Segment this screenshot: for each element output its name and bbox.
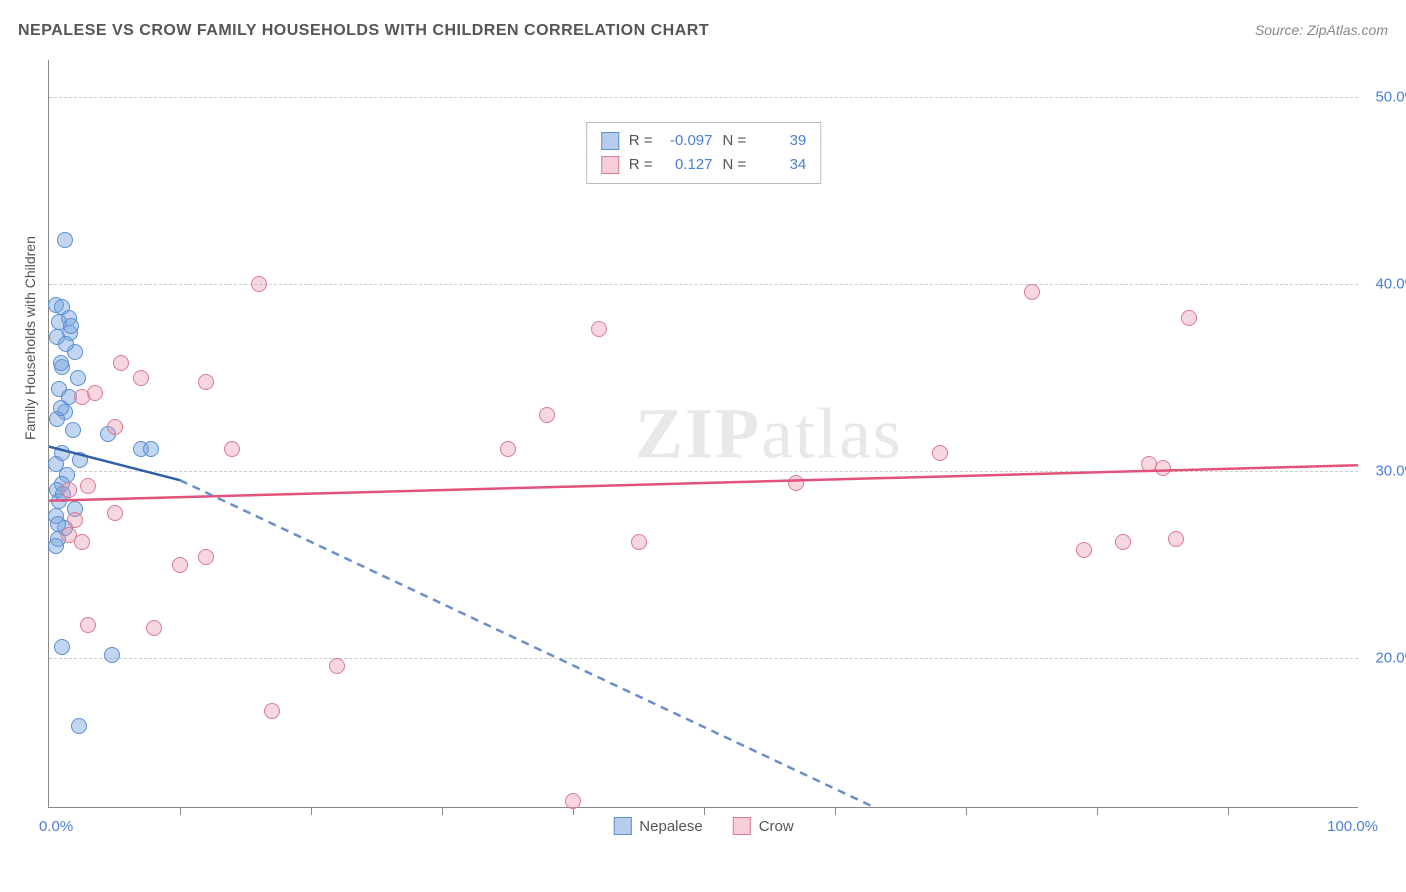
x-tick-mark <box>180 807 181 815</box>
gridline <box>49 658 1358 659</box>
crow-n-value: 34 <box>756 153 806 177</box>
crow-swatch-icon <box>733 817 751 835</box>
x-axis-min-label: 0.0% <box>39 818 73 835</box>
crow-point <box>1024 284 1040 300</box>
legend-label-crow: Crow <box>759 818 794 835</box>
crow-point <box>788 475 804 491</box>
nepalese-point <box>65 422 81 438</box>
nepalese-point <box>53 355 69 371</box>
nepalese-point <box>54 639 70 655</box>
nepalese-point <box>48 538 64 554</box>
crow-point <box>631 534 647 550</box>
crow-point <box>224 441 240 457</box>
x-tick-mark <box>966 807 967 815</box>
nepalese-point <box>57 232 73 248</box>
nepalese-point <box>53 400 69 416</box>
legend-item-nepalese: Nepalese <box>613 817 702 835</box>
stats-legend-box: R = -0.097 N = 39 R = 0.127 N = 34 <box>586 122 822 184</box>
crow-point <box>1168 531 1184 547</box>
crow-point <box>113 355 129 371</box>
gridline <box>49 97 1358 98</box>
crow-point <box>198 374 214 390</box>
crow-point <box>61 482 77 498</box>
x-tick-mark <box>835 807 836 815</box>
nepalese-point <box>72 452 88 468</box>
scatter-plot-area: ZIPatlas R = -0.097 N = 39 R = 0.127 N =… <box>48 60 1358 808</box>
watermark-suffix: atlas <box>761 393 903 473</box>
trend-line <box>180 480 874 807</box>
crow-point <box>932 445 948 461</box>
nepalese-r-value: -0.097 <box>663 129 713 153</box>
nepalese-point <box>143 441 159 457</box>
y-tick-label: 40.0% <box>1363 276 1406 293</box>
nepalese-point <box>104 647 120 663</box>
crow-point <box>107 505 123 521</box>
crow-point <box>539 407 555 423</box>
crow-point <box>1155 460 1171 476</box>
crow-point <box>74 389 90 405</box>
crow-point <box>80 478 96 494</box>
crow-point <box>500 441 516 457</box>
r-label: R = <box>629 129 653 153</box>
nepalese-n-value: 39 <box>756 129 806 153</box>
x-tick-mark <box>442 807 443 815</box>
stats-row-nepalese: R = -0.097 N = 39 <box>601 129 807 153</box>
crow-point <box>251 276 267 292</box>
chart-title: NEPALESE VS CROW FAMILY HOUSEHOLDS WITH … <box>18 22 709 39</box>
crow-point <box>133 370 149 386</box>
nepalese-swatch-icon <box>601 132 619 150</box>
series-legend: Nepalese Crow <box>593 817 813 835</box>
crow-point <box>1076 542 1092 558</box>
crow-swatch-icon <box>601 156 619 174</box>
y-tick-label: 20.0% <box>1363 650 1406 667</box>
x-tick-mark <box>311 807 312 815</box>
gridline <box>49 284 1358 285</box>
crow-point <box>172 557 188 573</box>
x-tick-mark <box>1097 807 1098 815</box>
nepalese-point <box>71 718 87 734</box>
watermark-prefix: ZIP <box>635 393 761 473</box>
crow-point <box>74 534 90 550</box>
crow-point <box>198 549 214 565</box>
crow-point <box>146 620 162 636</box>
x-tick-mark <box>704 807 705 815</box>
y-tick-label: 30.0% <box>1363 463 1406 480</box>
legend-label-nepalese: Nepalese <box>639 818 702 835</box>
n-label: N = <box>723 153 747 177</box>
y-axis-label: Family Households with Children <box>22 236 38 440</box>
crow-point <box>329 658 345 674</box>
crow-point <box>1115 534 1131 550</box>
crow-point <box>1181 310 1197 326</box>
nepalese-point <box>58 336 74 352</box>
source-attribution: Source: ZipAtlas.com <box>1255 22 1388 38</box>
crow-point <box>264 703 280 719</box>
crow-point <box>565 793 581 809</box>
crow-point <box>80 617 96 633</box>
nepalese-point <box>63 318 79 334</box>
x-axis-max-label: 100.0% <box>1327 818 1378 835</box>
y-tick-label: 50.0% <box>1363 89 1406 106</box>
n-label: N = <box>723 129 747 153</box>
crow-point <box>591 321 607 337</box>
nepalese-swatch-icon <box>613 817 631 835</box>
crow-point <box>67 512 83 528</box>
watermark-text: ZIPatlas <box>635 392 903 475</box>
nepalese-point <box>70 370 86 386</box>
legend-item-crow: Crow <box>733 817 794 835</box>
r-label: R = <box>629 153 653 177</box>
stats-row-crow: R = 0.127 N = 34 <box>601 153 807 177</box>
chart-header: NEPALESE VS CROW FAMILY HOUSEHOLDS WITH … <box>18 22 1388 52</box>
x-tick-mark <box>1228 807 1229 815</box>
crow-point <box>107 419 123 435</box>
crow-r-value: 0.127 <box>663 153 713 177</box>
